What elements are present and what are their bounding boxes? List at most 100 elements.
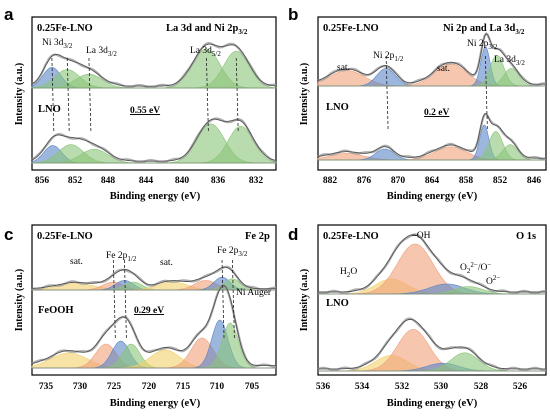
envelope-d-1 bbox=[318, 318, 546, 370]
shift-label-b: 0.2 eV bbox=[424, 108, 449, 118]
peak-label-sat-c1: sat. bbox=[70, 257, 83, 267]
xtick-c-0: 735 bbox=[39, 382, 54, 392]
panel-title-d: O 1s bbox=[516, 231, 536, 242]
sample-label-b-top: 0.25Fe-LNO bbox=[323, 23, 379, 34]
xtick-d-3: 530 bbox=[434, 382, 449, 392]
shift-label-a: 0.55 eV bbox=[130, 106, 160, 116]
xtick-b-5: 852 bbox=[493, 176, 508, 186]
xtick-c-4: 715 bbox=[176, 382, 191, 392]
xtick-d-1: 534 bbox=[355, 382, 370, 392]
x-axis-label-c: Binding energy (eV) bbox=[110, 398, 201, 409]
xtick-b-4: 858 bbox=[459, 176, 474, 186]
peak-label-o22: O22−/O− bbox=[460, 261, 491, 275]
peak-label-ni3d32: Ni 3d3/2 bbox=[42, 38, 73, 50]
y-axis-label-c: Intensity (a.u.) bbox=[14, 269, 25, 332]
sample-label-b-bottom: LNO bbox=[326, 102, 349, 113]
envelope-c-0 bbox=[31, 266, 276, 290]
panel-c: c 0.25Fe-LNO Fe 2p sat. Fe 2p1/2 sat. Fe… bbox=[4, 224, 277, 409]
peak-label-oh: –OH bbox=[411, 231, 431, 241]
panel-b: b 0.25Fe-LNO Ni 2p and La 3d3/2 sat. Ni … bbox=[288, 5, 547, 202]
plot-frame-c bbox=[31, 224, 277, 376]
panel-letter-a: a bbox=[4, 5, 14, 24]
sample-label-a-top: 0.25Fe-LNO bbox=[37, 23, 93, 34]
sample-label-a-bottom: LNO bbox=[38, 104, 61, 115]
guide-line-b-1 bbox=[484, 55, 488, 131]
guide-line-c-0 bbox=[112, 259, 116, 339]
xtick-c-1: 730 bbox=[73, 382, 88, 392]
sample-label-c-top: 0.25Fe-LNO bbox=[37, 231, 93, 242]
sample-label-d-bottom: LNO bbox=[326, 298, 349, 309]
peak-label-ni2p12: Ni 2p1/2 bbox=[373, 51, 404, 63]
y-axis-label-d: Intensity (a.u.) bbox=[299, 269, 310, 332]
guide-line-a-3 bbox=[206, 57, 209, 134]
envelope-a-1 bbox=[31, 118, 277, 162]
y-axis-label-a: Intensity (a.u.) bbox=[14, 63, 25, 126]
xtick-d-5: 526 bbox=[513, 382, 528, 392]
guide-line-c-1 bbox=[124, 259, 127, 339]
x-axis-label-b: Binding energy (eV) bbox=[387, 191, 478, 202]
xtick-a-0: 856 bbox=[35, 176, 50, 186]
xtick-a-1: 852 bbox=[68, 176, 83, 186]
plot-frame-b bbox=[317, 16, 547, 171]
plot-area-b bbox=[317, 32, 546, 161]
plot-area-d bbox=[317, 233, 546, 372]
plot-frame-d bbox=[317, 224, 547, 376]
shift-label-c: 0.29 eV bbox=[134, 306, 164, 316]
envelope-c-1 bbox=[31, 285, 276, 367]
peak-label-o2minus: O2− bbox=[486, 274, 500, 287]
peak-label-h2o: H2O bbox=[340, 267, 357, 279]
panel-letter-d: d bbox=[288, 225, 298, 244]
plot-area-a bbox=[31, 41, 277, 164]
peak-label-sat-c2: sat. bbox=[160, 258, 173, 268]
xtick-b-3: 864 bbox=[425, 176, 440, 186]
sample-label-d-top: 0.25Fe-LNO bbox=[323, 231, 379, 242]
sample-label-c-bottom: FeOOH bbox=[38, 305, 74, 316]
guide-line-c-3 bbox=[231, 259, 235, 339]
peak-label-fe2p32: Fe 2p3/2 bbox=[217, 246, 248, 258]
xtick-a-4: 840 bbox=[175, 176, 190, 186]
peak-label-fe2p12: Fe 2p1/2 bbox=[106, 251, 137, 263]
panel-title-c: Fe 2p bbox=[245, 231, 270, 242]
envelope-a-0 bbox=[31, 43, 277, 87]
x-axis-label-d: Binding energy (eV) bbox=[387, 398, 478, 409]
peak-label-sat-b2: sat. bbox=[437, 64, 450, 74]
xtick-a-5: 836 bbox=[211, 176, 226, 186]
xtick-a-6: 832 bbox=[249, 176, 264, 186]
plot-frame-a bbox=[31, 16, 277, 171]
envelope-d-0 bbox=[318, 234, 546, 293]
xtick-c-6: 705 bbox=[245, 382, 260, 392]
xtick-c-2: 725 bbox=[107, 382, 122, 392]
panel-letter-c: c bbox=[4, 225, 13, 244]
panel-letter-b: b bbox=[288, 5, 298, 24]
xtick-a-3: 844 bbox=[139, 176, 154, 186]
guide-line-c-2 bbox=[221, 259, 225, 339]
xtick-a-2: 848 bbox=[101, 176, 116, 186]
plot-area-c bbox=[31, 259, 276, 369]
guide-line-a-2 bbox=[88, 57, 92, 134]
guide-line-a-4 bbox=[235, 57, 239, 134]
panel-a: a 0.25Fe-LNO La 3d and Ni 2p3/2 Ni 3d3/2… bbox=[4, 5, 277, 202]
xtick-d-4: 528 bbox=[474, 382, 489, 392]
envelope-b-0 bbox=[317, 33, 546, 85]
panel-title-a: La 3d and Ni 2p3/2 bbox=[166, 23, 248, 36]
envelope-b-1 bbox=[317, 113, 546, 159]
panel-title-b: Ni 2p and La 3d3/2 bbox=[443, 23, 525, 36]
guide-line-a-1 bbox=[66, 57, 70, 134]
panel-d: d 0.25Fe-LNO O 1s –OH H2O O22−/O− O2− LN… bbox=[288, 224, 547, 409]
x-axis-label-a: Binding energy (eV) bbox=[110, 191, 201, 202]
xtick-c-5: 710 bbox=[210, 382, 225, 392]
y-axis-label-b: Intensity (a.u.) bbox=[299, 63, 310, 126]
xtick-d-2: 532 bbox=[395, 382, 410, 392]
xtick-b-2: 870 bbox=[391, 176, 406, 186]
guide-line-a-0 bbox=[51, 57, 55, 134]
xtick-b-6: 846 bbox=[527, 176, 542, 186]
peak-label-sat-b1: sat. bbox=[337, 63, 350, 73]
xtick-b-0: 882 bbox=[323, 176, 338, 186]
peak-label-ni-auger: Ni Auger bbox=[236, 288, 272, 298]
peak-label-la3d32-a: La 3d3/2 bbox=[86, 46, 117, 58]
xtick-b-1: 876 bbox=[357, 176, 372, 186]
xtick-d-0: 536 bbox=[316, 382, 331, 392]
guide-line-b-0 bbox=[385, 55, 389, 131]
xtick-c-3: 720 bbox=[142, 382, 157, 392]
